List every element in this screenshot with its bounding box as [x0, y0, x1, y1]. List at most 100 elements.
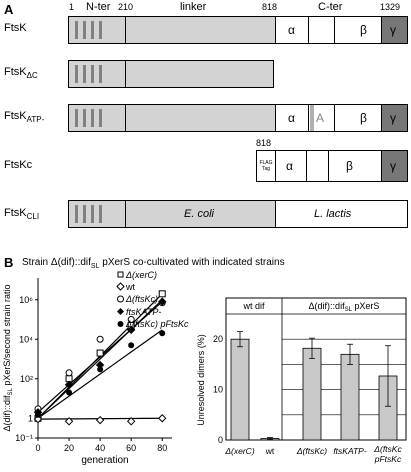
bar-label: Δ(ftsKc)	[296, 446, 327, 456]
bar	[230, 338, 250, 441]
nter-domain	[69, 61, 125, 87]
scale-label-818: 818	[262, 2, 278, 12]
beta-label: β	[360, 23, 367, 37]
scatter-ylabel: Δ(dif)::difSL pXerS/second strain ratio	[2, 285, 14, 432]
legend-label-wt: wt	[125, 282, 135, 292]
nter-domain	[69, 105, 125, 131]
row-label-ftskc: FtsKc	[4, 159, 33, 171]
scatter-point	[95, 415, 105, 425]
llactis-cter: L. lactis	[275, 201, 407, 227]
scatter-ytick-label: 10⁶	[19, 295, 33, 305]
scatter-point	[64, 417, 74, 426]
legend-label-xerc: Δ(xerC)	[125, 270, 157, 280]
bar-label: Δ(xerC)	[224, 446, 254, 456]
legend-marker-atp	[117, 308, 124, 315]
scatter-point	[126, 325, 136, 335]
scatter-ytick-label: 10⁴	[19, 334, 33, 344]
scale-label-1: 1	[69, 2, 75, 12]
scatter-xtick-label: 60	[126, 443, 136, 453]
ftsk-full-bar: α β γ	[68, 16, 408, 44]
legend-marker-ftskc	[117, 295, 124, 303]
bar-label: Δ(ftsKc pFtsKc	[373, 444, 402, 464]
ecoli-label: E. coli	[184, 208, 214, 220]
nter-domain	[69, 201, 125, 227]
row-label-ftsk-cli: FtsKCLI	[4, 207, 40, 222]
scatter-point	[127, 316, 135, 323]
gamma-domain: γ	[381, 105, 407, 131]
legend-marker-pftskc	[117, 321, 124, 327]
legend-marker-wt	[116, 282, 125, 291]
alpha-label: α	[286, 159, 293, 173]
scatter-point	[128, 342, 135, 349]
linker-domain	[125, 105, 275, 131]
ftsk-atp-bar: α A β γ	[68, 104, 408, 132]
gamma-domain: γ	[381, 17, 407, 43]
row-label-ftsk-atp: FtsKATP-	[4, 110, 45, 125]
flag-tag: FLAG Tag	[257, 151, 275, 181]
scatter-point	[126, 417, 136, 426]
scatter-xlabel: generation	[81, 455, 128, 466]
bar	[340, 353, 360, 441]
scale-label-1329: 1329	[380, 2, 401, 12]
scatter-fit-line	[37, 329, 163, 419]
bar-ytick-label: 0	[218, 435, 223, 445]
mutation-mark	[310, 105, 314, 131]
ftskc-start-label: 818	[256, 138, 272, 148]
nter-domain	[69, 17, 125, 43]
scale-label-linker: linker	[180, 1, 207, 13]
scatter-point	[96, 335, 104, 343]
bar-group-label-dif: Δ(dif)::difSL pXerS	[309, 301, 380, 313]
scatter-xtick-label: 0	[35, 443, 40, 453]
panel-b-letter: B	[4, 255, 14, 270]
row-label-ftsk-dc: FtsKΔC	[4, 66, 38, 81]
gamma-label: γ	[390, 159, 396, 173]
gamma-label: γ	[390, 23, 396, 37]
scale-label-cter: C-ter	[318, 1, 343, 13]
scale-label-nter: N-ter	[86, 1, 111, 13]
scale-label-210: 210	[118, 2, 134, 12]
scatter-ytick-label: 1	[28, 413, 33, 423]
scatter-point	[64, 380, 74, 389]
cter-domain: α A β	[275, 105, 401, 131]
scatter-xtick-label: 40	[95, 443, 105, 453]
scatter-point	[33, 414, 43, 424]
scatter-xtick-label: 20	[64, 443, 74, 453]
row-label-ftsk: FtsK	[4, 22, 27, 34]
cter-domain: α β	[275, 17, 401, 43]
linker-domain	[125, 61, 273, 87]
beta-label: β	[360, 111, 367, 125]
scatter-point	[159, 330, 166, 337]
mutation-label: A	[316, 111, 325, 125]
scatter-point	[158, 290, 166, 298]
alpha-label: α	[288, 23, 295, 37]
bar-label: wt	[265, 446, 275, 456]
bar-label: ftsKATP-	[333, 446, 367, 456]
bar-ytick-label: 10	[213, 385, 223, 395]
bar	[302, 347, 322, 441]
scatter-point	[96, 349, 104, 357]
ftskc-bar: FLAG Tag α β γ	[256, 150, 408, 182]
scatter-point	[35, 411, 41, 418]
bar-ylabel: Unresolved dimers (%)	[196, 334, 206, 426]
panel-a-letter: A	[4, 2, 14, 17]
bar-chart: Δ(xerC) wt Δ(ftsKc) ftsKATP- Δ(ftsKc pFtsKc 0…	[213, 297, 407, 464]
legend-label-pftskc: Δ(ftsKc) pFtsKc	[125, 319, 189, 329]
ftsk-dc-bar	[68, 60, 274, 88]
ftsk-cli-bar: E. coli L. lactis	[68, 200, 408, 228]
scatter-fit-line	[37, 299, 163, 419]
legend-label-ftskc: Δ(ftsKc)	[125, 294, 158, 304]
llactis-label: L. lactis	[314, 208, 352, 220]
legend-marker-xerc	[117, 271, 124, 278]
legend-label-atp: ftsKATP-	[126, 307, 161, 317]
scatter-point	[158, 414, 167, 423]
bar-ytick-label: 20	[213, 334, 223, 344]
scatter-ytick-label: 10⁻¹	[15, 433, 33, 443]
cter-domain: α β	[275, 151, 381, 181]
alpha-label: α	[288, 111, 295, 125]
panel-b-header: Strain Δ(dif)::difSL pXerS co-cultivated…	[22, 257, 285, 270]
beta-label: β	[346, 159, 353, 173]
scatter-point	[97, 366, 104, 373]
scatter-chart: 10⁻¹ 1 10² 10⁴ 10⁶ 0 20 40 60 80	[15, 278, 172, 453]
bar-group-label-wtdif: wt dif	[242, 301, 265, 311]
